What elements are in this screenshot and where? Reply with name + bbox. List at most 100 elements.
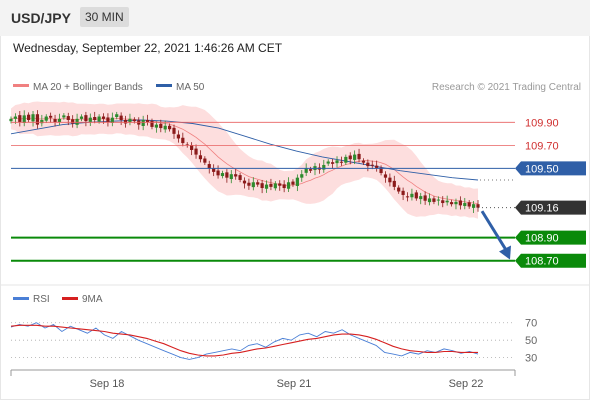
resistance-label: 109.90	[525, 117, 559, 129]
candle	[44, 114, 48, 123]
candle	[414, 190, 418, 201]
candle	[344, 154, 348, 165]
candle	[419, 192, 423, 205]
candle-body	[366, 162, 370, 167]
candle-body	[66, 116, 70, 120]
candle-body	[419, 196, 423, 200]
candle-body	[159, 123, 163, 129]
candle	[476, 200, 480, 212]
candle-body	[163, 125, 167, 130]
candle	[300, 170, 304, 182]
candle	[212, 164, 216, 177]
source-credit: Research © 2021 Trading Central	[432, 82, 581, 93]
candle	[383, 171, 388, 183]
candle-body	[141, 119, 145, 126]
candle	[150, 118, 154, 130]
rsi-ma-line	[10, 324, 478, 357]
candle	[40, 114, 44, 127]
candle	[106, 113, 110, 127]
candle-body	[427, 198, 432, 203]
support-label: 108.90	[525, 233, 559, 245]
candle	[432, 196, 436, 205]
candle-body	[392, 180, 396, 187]
candle-body	[454, 201, 458, 205]
candle	[57, 113, 62, 126]
candle	[291, 179, 295, 187]
candle-body	[291, 181, 295, 185]
candle	[115, 111, 119, 120]
candle-body	[49, 115, 53, 118]
candle-body	[295, 177, 299, 186]
candle-body	[278, 183, 282, 186]
candle-body	[79, 116, 84, 119]
candle-body	[247, 182, 251, 186]
resistance-label: 109.70	[525, 140, 559, 152]
candle	[379, 165, 383, 176]
candle	[53, 114, 57, 127]
candle-body	[260, 183, 264, 189]
candle	[282, 180, 286, 193]
candle	[181, 132, 185, 147]
candle	[172, 124, 176, 139]
rsi-tick-label: 50	[525, 335, 537, 347]
timeframe-badge[interactable]: 30 MIN	[80, 7, 129, 27]
candle-body	[154, 124, 158, 128]
candle	[388, 173, 392, 187]
candle-body	[414, 192, 418, 199]
candle	[410, 188, 414, 201]
x-tick-label: Sep 21	[277, 378, 312, 390]
candle	[339, 156, 344, 166]
ma20-legend-swatch	[13, 84, 29, 87]
candle-body	[115, 114, 119, 117]
candle	[441, 196, 445, 208]
candle	[79, 114, 84, 122]
candle	[84, 111, 88, 127]
candle-body	[471, 204, 476, 208]
support-tag	[515, 230, 586, 245]
candle-body	[264, 184, 269, 189]
candle-body	[88, 117, 92, 122]
candle-body	[22, 115, 26, 123]
x-tick-label: Sep 18	[90, 378, 125, 390]
candle-body	[128, 118, 132, 123]
candle-body	[308, 169, 313, 171]
candle-body	[123, 119, 128, 124]
ma50-legend-swatch	[156, 84, 172, 87]
candle-body	[242, 180, 247, 184]
candle	[260, 179, 264, 194]
candle	[128, 113, 132, 126]
rsi-line	[10, 322, 479, 360]
candle	[397, 185, 401, 194]
candle	[154, 121, 158, 133]
candle-body	[18, 115, 22, 123]
candle-body	[331, 162, 335, 164]
candle-body	[31, 114, 35, 122]
candle-body	[405, 196, 410, 198]
candle-body	[190, 145, 194, 150]
candle-body	[383, 174, 388, 178]
candle	[31, 110, 35, 127]
candle-body	[9, 118, 13, 122]
candle	[264, 180, 269, 193]
current-price-label: 109.16	[525, 203, 559, 215]
candle	[75, 113, 79, 129]
candle-body	[216, 170, 220, 176]
pivot-label: 109.50	[525, 163, 559, 175]
candle	[251, 177, 255, 191]
rsi-ma-legend-swatch	[62, 297, 78, 300]
candle-body	[132, 119, 136, 122]
candle	[286, 177, 291, 192]
candle-body	[432, 198, 436, 202]
candle	[353, 150, 357, 165]
candle	[123, 115, 128, 128]
candle-body	[234, 174, 238, 177]
header-bar: USD/JPY 30 MIN	[0, 0, 590, 36]
candle	[405, 192, 410, 202]
candle	[454, 198, 458, 210]
candle-body	[119, 115, 123, 120]
ma20-legend-label: MA 20 + Bollinger Bands	[33, 82, 143, 93]
candle-body	[467, 202, 471, 207]
candle-body	[410, 193, 414, 198]
candle-body	[71, 119, 75, 124]
